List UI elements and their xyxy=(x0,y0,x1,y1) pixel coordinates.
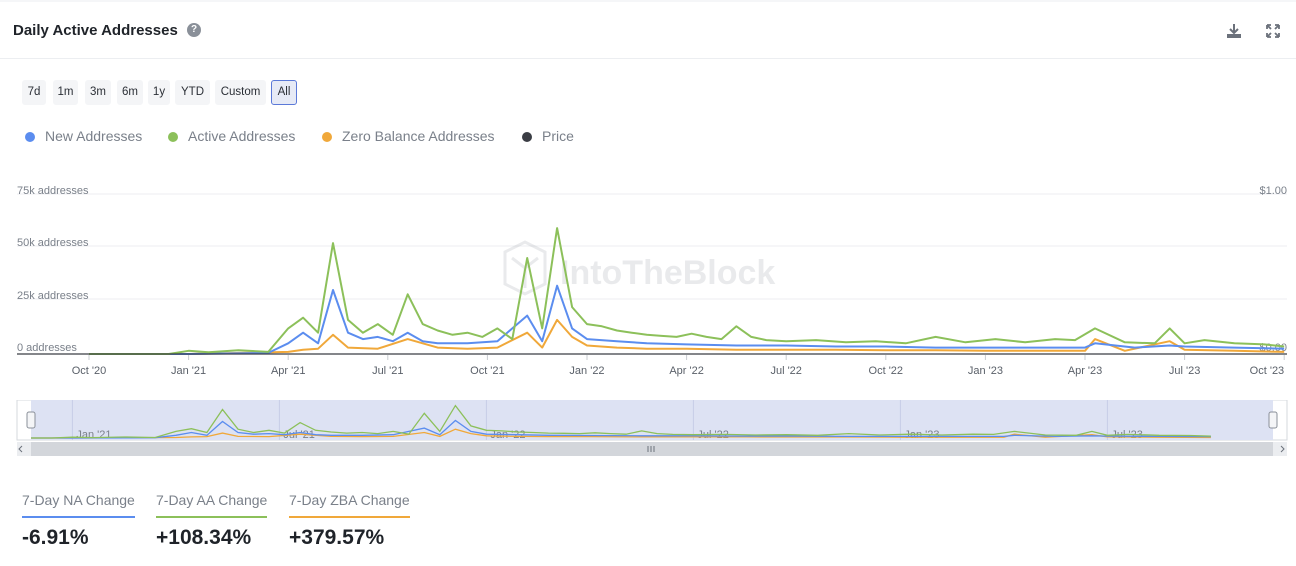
navigator-line-new-addresses xyxy=(31,419,1211,439)
stat-zba-change: 7-Day ZBA Change +379.57% xyxy=(289,490,410,550)
stat-underline xyxy=(156,516,268,518)
navigator-tick-label: Jul '21 xyxy=(283,429,314,441)
x-tick-label: Oct '22 xyxy=(869,365,904,377)
range-7d-button[interactable]: 7d xyxy=(22,80,46,105)
card-header: Daily Active Addresses ? xyxy=(0,2,1296,59)
range-ytd-button[interactable]: YTD xyxy=(175,80,210,105)
x-tick-label: Apr '21 xyxy=(271,365,306,377)
stat-label: 7-Day ZBA Change xyxy=(289,492,410,508)
download-icon[interactable] xyxy=(1225,22,1243,40)
x-tick-label: Jul '21 xyxy=(372,365,403,377)
legend-dot xyxy=(522,132,532,142)
stat-label: 7-Day NA Change xyxy=(22,492,135,508)
x-tick-label: Oct '23 xyxy=(1250,365,1285,377)
legend-label: New Addresses xyxy=(45,128,143,144)
x-tick-label: Jul '22 xyxy=(770,365,801,377)
chart-grid xyxy=(17,193,1287,300)
x-tick-label: Jan '23 xyxy=(968,365,1003,377)
x-tick-label: Jan '22 xyxy=(569,365,604,377)
stat-value: +379.57% xyxy=(289,526,385,549)
navigator-left-handle[interactable] xyxy=(26,411,36,429)
scroll-left-arrow-icon[interactable] xyxy=(18,445,23,453)
x-tick-label: Jul '23 xyxy=(1169,365,1200,377)
scrollbar-thumb[interactable] xyxy=(31,442,1273,456)
stat-aa-change: 7-Day AA Change +108.34% xyxy=(156,490,268,550)
main-chart[interactable]: IntoTheBlock 75k addresses 50k addresses… xyxy=(0,172,1296,382)
y-tick-50k: 50k addresses xyxy=(17,237,89,249)
x-axis: Oct '20 Jan '21 Apr '21 Jul '21 Oct '21 Jan '… xyxy=(72,355,1285,377)
stat-underline xyxy=(22,516,135,518)
range-6m-button[interactable]: 6m xyxy=(117,80,143,105)
legend-label: Price xyxy=(542,128,574,144)
scroll-right-arrow-icon[interactable] xyxy=(1280,445,1285,453)
legend-label: Zero Balance Addresses xyxy=(342,128,495,144)
series-layer xyxy=(89,227,1285,355)
legend-dot xyxy=(168,132,178,142)
legend-dot xyxy=(25,132,35,142)
navigator-series xyxy=(31,404,1211,439)
series-line-new-addresses[interactable] xyxy=(89,284,1285,355)
scrollbar-grip-icon xyxy=(647,446,655,452)
range-1y-button[interactable]: 1y xyxy=(148,80,170,105)
y2-tick-1: $1.00 xyxy=(1259,185,1287,197)
range-all-button[interactable]: All xyxy=(271,80,297,105)
range-3m-button[interactable]: 3m xyxy=(85,80,111,105)
stat-label: 7-Day AA Change xyxy=(156,492,268,508)
help-icon[interactable]: ? xyxy=(187,23,201,37)
stat-na-change: 7-Day NA Change -6.91% xyxy=(22,490,135,550)
range-1m-button[interactable]: 1m xyxy=(53,80,78,105)
stat-underline xyxy=(289,516,410,518)
stat-value: +108.34% xyxy=(156,526,252,549)
x-tick-label: Jan '21 xyxy=(171,365,206,377)
x-tick-label: Oct '21 xyxy=(470,365,505,377)
navigator-right-handle[interactable] xyxy=(1268,411,1278,429)
legend-dot xyxy=(322,132,332,142)
navigator[interactable]: Jan '21 Jul '21 Jan '22 Jul '22 Jan '23 Jul '… xyxy=(0,400,1296,458)
series-line-active-addresses[interactable] xyxy=(89,227,1285,355)
y-tick-25k: 25k addresses xyxy=(17,290,89,302)
legend-label: Active Addresses xyxy=(188,128,296,144)
y-tick-0: 0 addresses xyxy=(17,342,77,354)
stat-value: -6.91% xyxy=(22,526,89,549)
navigator-tick-label: Jan '21 xyxy=(76,429,111,441)
x-tick-label: Oct '20 xyxy=(72,365,107,377)
watermark-logo: IntoTheBlock xyxy=(503,240,775,296)
y-tick-75k: 75k addresses xyxy=(17,185,89,197)
page-title: Daily Active Addresses xyxy=(13,22,178,39)
range-custom-button[interactable]: Custom xyxy=(215,80,266,105)
x-tick-label: Apr '23 xyxy=(1068,365,1103,377)
navigator-line-active-addresses xyxy=(31,404,1211,439)
x-tick-label: Apr '22 xyxy=(669,365,704,377)
fullscreen-icon[interactable] xyxy=(1264,22,1282,40)
series-line-zero-balance-addresses[interactable] xyxy=(89,318,1285,355)
watermark-text: IntoTheBlock xyxy=(560,254,775,292)
